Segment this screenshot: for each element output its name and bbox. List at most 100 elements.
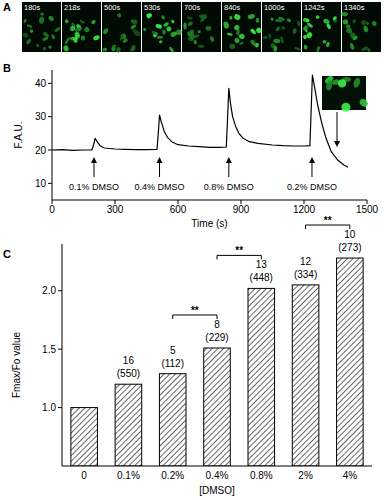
frame-background (142, 2, 181, 52)
cell (26, 38, 32, 45)
x-axis (52, 200, 367, 201)
cell (263, 36, 268, 40)
cell (363, 25, 369, 33)
cell (54, 27, 61, 33)
y-tick (48, 83, 52, 84)
cell (157, 36, 164, 39)
inset-arrow-head (334, 141, 340, 147)
cell (111, 44, 117, 49)
y-tick (48, 116, 52, 117)
cell (255, 27, 262, 34)
cell (193, 39, 197, 44)
cell (54, 26, 61, 33)
y-axis-label: F.A.U. (13, 121, 24, 148)
y-tick-label: 2.0 (42, 285, 56, 296)
cell (192, 34, 200, 39)
x-tick-label: 900 (233, 204, 250, 215)
image-frame: 180s (22, 2, 61, 52)
category-label: 0.8% (250, 470, 273, 481)
cell (158, 40, 163, 44)
cell (40, 12, 44, 15)
cell (322, 40, 326, 43)
frame-background (62, 2, 101, 52)
cell (316, 46, 320, 53)
frame-time: 218s (64, 3, 81, 12)
image-frame: 500s (102, 2, 141, 53)
cells-label: (448) (250, 272, 273, 283)
x-tick-label: 0 (49, 204, 55, 215)
cell (119, 33, 124, 41)
y-tick-label: 1.5 (42, 344, 56, 355)
cell (48, 45, 52, 49)
cell (198, 45, 205, 49)
frame-time: 180s (24, 3, 41, 12)
cell (250, 39, 257, 47)
cell (349, 43, 355, 51)
cell (280, 36, 285, 44)
cell (166, 26, 172, 32)
frame-time: 530s (144, 3, 161, 12)
image-frame: 530s (142, 2, 182, 53)
cell (74, 26, 82, 32)
cell (325, 80, 333, 91)
stimulus-arrow-head (157, 157, 163, 163)
cell (352, 77, 361, 89)
cells-label: (550) (117, 368, 140, 379)
image-frame: 1340s (341, 2, 381, 52)
y-axis (62, 244, 63, 466)
cell (296, 20, 301, 27)
frame-time: 1340s (344, 3, 365, 12)
cell (168, 46, 174, 53)
cell (22, 32, 28, 38)
cell (68, 36, 73, 41)
cell (238, 33, 245, 40)
cell (84, 26, 91, 33)
cell (48, 15, 55, 22)
cell (170, 31, 178, 38)
cell (332, 16, 337, 21)
bar (248, 288, 275, 466)
cell (341, 12, 348, 17)
stimulus-arrow-head (309, 157, 315, 163)
cell (65, 19, 69, 23)
cell (360, 19, 366, 26)
stimulus-arrow (159, 162, 160, 177)
stimulus-label: 0.4% DMSO (135, 182, 185, 192)
y-tick-label: 1.0 (42, 402, 56, 413)
y-tick (58, 407, 62, 408)
cell (102, 27, 109, 35)
cell (42, 46, 47, 51)
cell (273, 38, 281, 43)
cell (275, 26, 281, 32)
cell (229, 43, 236, 49)
cell (80, 35, 85, 41)
y-tick-label: 40 (35, 78, 47, 89)
cell (326, 23, 332, 30)
cell (102, 47, 108, 52)
x-tick-label: 1500 (356, 204, 379, 215)
cell (197, 30, 201, 34)
cell (273, 46, 277, 53)
cell (39, 16, 45, 24)
stimulus-arrow-head (91, 157, 97, 163)
cell (302, 24, 309, 31)
stimulus-arrow-head (226, 157, 232, 163)
cell (131, 28, 138, 34)
cell (275, 18, 281, 23)
cell (36, 44, 39, 48)
cell (190, 29, 195, 34)
cell (42, 36, 49, 41)
cell (132, 18, 139, 25)
cell (352, 35, 358, 41)
stimulus-label: 0.1% DMSO (69, 182, 119, 192)
frame-background (262, 2, 301, 52)
cell (146, 13, 153, 19)
cell (161, 15, 166, 21)
cell (347, 26, 353, 34)
frame-background (342, 2, 381, 52)
cell (63, 45, 70, 52)
frame-background (182, 2, 221, 52)
cell (281, 25, 286, 30)
cell (183, 22, 187, 29)
cell (366, 47, 371, 52)
